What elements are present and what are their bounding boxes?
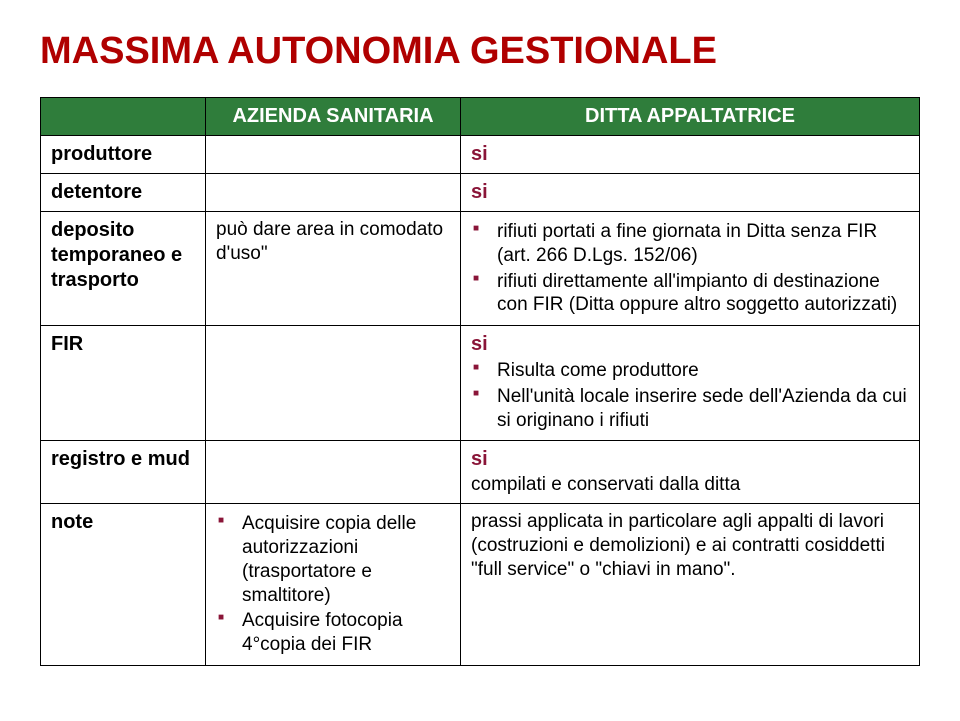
list-item: Risulta come produttore [491, 359, 909, 383]
cell-registro-c3: si compilati e conservati dalla ditta [461, 441, 920, 504]
th-ditta: DITTA APPALTATRICE [461, 98, 920, 136]
list-deposito: rifiuti portati a fine giornata in Ditta… [471, 220, 909, 317]
list-note-c2: Acquisire copia delle autorizzazioni (tr… [216, 512, 450, 657]
cell-deposito-c3: rifiuti portati a fine giornata in Ditta… [461, 212, 920, 326]
cell-produttore-c3: si [461, 136, 920, 174]
cell-detentore-c3: si [461, 174, 920, 212]
cell-note-c3: prassi applicata in particolare agli app… [461, 504, 920, 666]
row-registro: registro e mud si compilati e conservati… [41, 441, 920, 504]
cell-fir-c3: si Risulta come produttore Nell'unità lo… [461, 326, 920, 441]
si-produttore: si [471, 142, 909, 167]
label-registro: registro e mud [41, 441, 206, 504]
th-empty [41, 98, 206, 136]
row-detentore: detentore si [41, 174, 920, 212]
list-item: Acquisire copia delle autorizzazioni (tr… [236, 512, 450, 607]
list-item: Nell'unità locale inserire sede dell'Azi… [491, 385, 909, 433]
page-title: MASSIMA AUTONOMIA GESTIONALE [40, 30, 920, 73]
cell-note-c2: Acquisire copia delle autorizzazioni (tr… [206, 504, 461, 666]
cell-detentore-c2 [206, 174, 461, 212]
text-registro: compilati e conservati dalla ditta [471, 474, 740, 495]
si-detentore: si [471, 180, 909, 205]
list-item: rifiuti direttamente all'impianto di des… [491, 270, 909, 318]
cell-fir-c2 [206, 326, 461, 441]
row-fir: FIR si Risulta come produttore Nell'unit… [41, 326, 920, 441]
label-note: note [41, 504, 206, 666]
list-item: rifiuti portati a fine giornata in Ditta… [491, 220, 909, 268]
label-produttore: produttore [41, 136, 206, 174]
row-produttore: produttore si [41, 136, 920, 174]
cell-produttore-c2 [206, 136, 461, 174]
label-fir: FIR [41, 326, 206, 441]
label-detentore: detentore [41, 174, 206, 212]
list-item: Acquisire fotocopia 4°copia dei FIR [236, 609, 450, 657]
cell-deposito-c2: può dare area in comodato d'uso" [206, 212, 461, 326]
cell-registro-c2 [206, 441, 461, 504]
label-deposito: deposito temporaneo e trasporto [41, 212, 206, 326]
th-azienda: AZIENDA SANITARIA [206, 98, 461, 136]
row-deposito: deposito temporaneo e trasporto può dare… [41, 212, 920, 326]
main-table: AZIENDA SANITARIA DITTA APPALTATRICE pro… [40, 97, 920, 666]
list-fir: Risulta come produttore Nell'unità local… [471, 359, 909, 432]
si-registro: si [471, 447, 909, 472]
si-fir: si [471, 332, 909, 357]
row-note: note Acquisire copia delle autorizzazion… [41, 504, 920, 666]
